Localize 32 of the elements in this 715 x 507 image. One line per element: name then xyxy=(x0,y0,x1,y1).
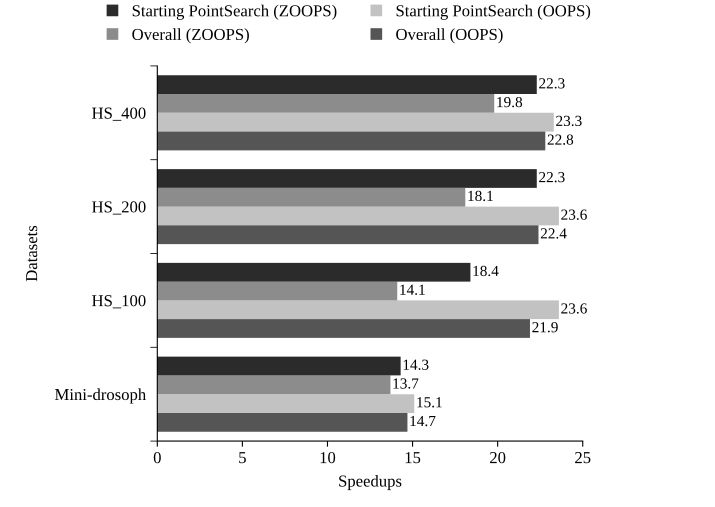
x-tick-label: 10 xyxy=(320,452,336,464)
y-tick-label: Mini-drosoph xyxy=(55,388,146,404)
data-label: 22.4 xyxy=(540,228,567,239)
data-label: 22.3 xyxy=(539,78,565,89)
data-label: 18.1 xyxy=(468,190,493,202)
x-tick-label: 15 xyxy=(406,452,420,464)
data-label: 23.6 xyxy=(561,303,587,314)
x-axis-title: Speedups xyxy=(339,474,402,490)
data-label: 19.8 xyxy=(497,96,522,108)
legend-label: Starting PointSearch (OOPS) xyxy=(396,4,590,20)
data-label: 15.1 xyxy=(417,397,442,408)
data-label: 14.1 xyxy=(400,284,425,295)
data-label: 23.3 xyxy=(556,116,582,126)
x-tick-label: 25 xyxy=(575,452,590,464)
data-label: 14.3 xyxy=(404,360,428,370)
x-tick-label: 0 xyxy=(154,452,161,464)
data-label: 18.4 xyxy=(473,266,499,276)
data-label: 21.9 xyxy=(532,322,558,332)
y-tick-label: HS_200 xyxy=(92,201,146,215)
data-label: 13.7 xyxy=(393,378,418,389)
legend-label: Starting PointSearch (ZOOPS) xyxy=(132,4,336,20)
x-tick-label: 20 xyxy=(490,452,506,464)
y-tick-label: HS_100 xyxy=(92,295,146,308)
data-label: 14.7 xyxy=(410,416,436,426)
x-tick-label: 5 xyxy=(239,452,246,464)
y-axis-title: Datasets xyxy=(26,226,38,282)
legend-label: Overall (OOPS) xyxy=(396,28,503,44)
data-label: 22.3 xyxy=(539,172,565,182)
data-label: 23.6 xyxy=(561,210,587,220)
data-label: 22.8 xyxy=(548,134,574,145)
y-tick-label: HS_400 xyxy=(92,108,146,121)
legend-label: Overall (ZOOPS) xyxy=(132,28,249,44)
